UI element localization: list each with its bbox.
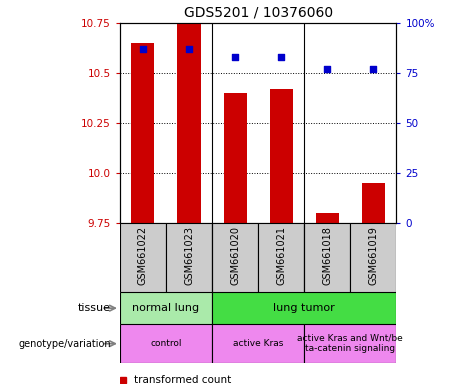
Bar bbox=[166, 223, 212, 292]
Text: tissue: tissue bbox=[77, 303, 111, 313]
Point bbox=[324, 66, 331, 72]
Bar bbox=[224, 93, 247, 223]
Bar bbox=[304, 223, 350, 292]
Title: GDS5201 / 10376060: GDS5201 / 10376060 bbox=[183, 5, 333, 19]
Bar bbox=[212, 223, 258, 292]
Text: control: control bbox=[150, 339, 182, 348]
Text: GSM661023: GSM661023 bbox=[184, 226, 194, 285]
Text: GSM661021: GSM661021 bbox=[276, 226, 286, 285]
Text: GSM661022: GSM661022 bbox=[138, 226, 148, 285]
Text: active Kras and Wnt/be
ta-catenin signaling: active Kras and Wnt/be ta-catenin signal… bbox=[297, 334, 403, 353]
Bar bbox=[131, 43, 154, 223]
Bar bbox=[258, 223, 304, 292]
Bar bbox=[270, 89, 293, 223]
Text: genotype/variation: genotype/variation bbox=[18, 339, 111, 349]
Bar bbox=[212, 324, 304, 363]
Point bbox=[231, 54, 239, 60]
Point bbox=[370, 66, 377, 72]
Point bbox=[139, 46, 147, 52]
Point bbox=[185, 46, 193, 52]
Text: GSM661018: GSM661018 bbox=[322, 226, 332, 285]
Bar bbox=[177, 23, 201, 223]
Text: lung tumor: lung tumor bbox=[273, 303, 335, 313]
Point bbox=[278, 54, 285, 60]
Bar bbox=[316, 213, 339, 223]
Text: normal lung: normal lung bbox=[132, 303, 200, 313]
Text: active Kras: active Kras bbox=[233, 339, 284, 348]
Bar bbox=[120, 292, 212, 324]
Text: GSM661020: GSM661020 bbox=[230, 226, 240, 285]
Bar bbox=[350, 223, 396, 292]
Bar bbox=[120, 223, 166, 292]
Bar bbox=[212, 292, 396, 324]
Bar bbox=[304, 324, 396, 363]
Text: GSM661019: GSM661019 bbox=[368, 226, 378, 285]
Bar bbox=[362, 183, 385, 223]
Bar bbox=[120, 324, 212, 363]
Text: transformed count: transformed count bbox=[134, 375, 231, 384]
